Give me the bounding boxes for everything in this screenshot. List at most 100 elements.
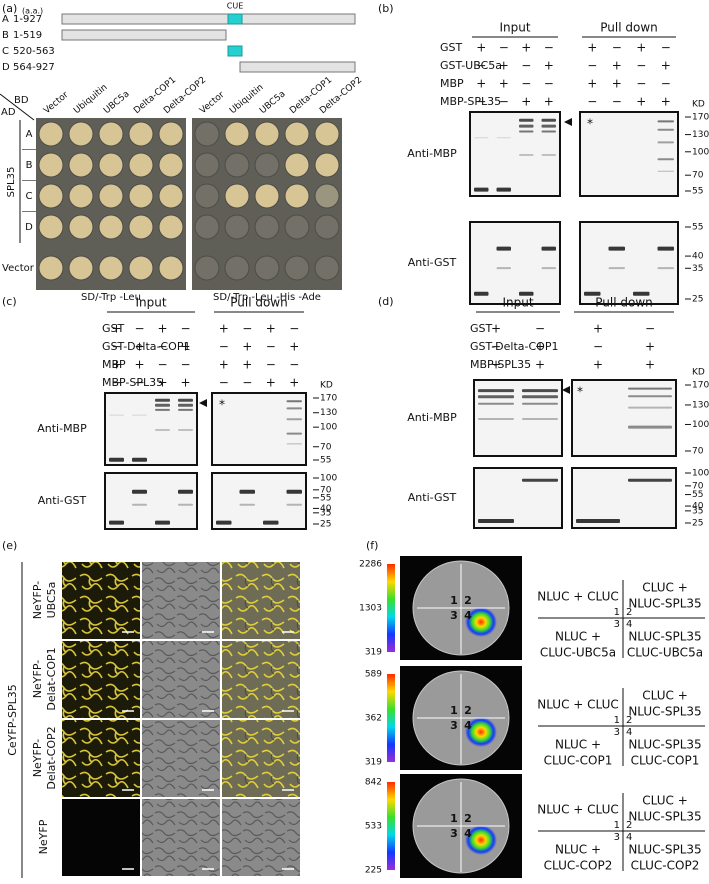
band [541,130,556,133]
quadrant-number: 2 [626,820,632,831]
sign: − [242,322,252,336]
yeast-spot [158,183,184,209]
sign: + [219,322,229,336]
micrograph [142,562,220,639]
quadrant-number: 4 [626,727,632,738]
yeast-spot [158,152,184,178]
scale-label: 533 [365,822,382,832]
marker-label: 70 [320,442,332,452]
micrograph [62,720,140,797]
group-header: Input [499,21,530,35]
band [657,128,674,131]
quadrant-number: 2 [464,704,472,717]
band [474,187,489,192]
antibody-label: Anti-MBP [407,147,457,160]
yeast-spot [98,121,124,147]
panel-label: (c) [2,295,17,308]
row-label: Delat-COP1 [45,647,58,710]
sign: + [645,358,655,372]
band [286,443,302,445]
band [132,457,147,462]
sign: − [521,77,531,91]
blot [469,221,561,305]
yeast-spot [314,152,340,178]
row-label: GST [440,41,463,54]
blot [211,472,307,530]
band [478,389,514,393]
cell-text: NLUC + [555,738,601,752]
yeast-spot [224,121,250,147]
quadrant-number: 4 [464,719,472,732]
scale-label: 2286 [359,560,382,570]
sign: + [266,322,276,336]
row-label: NeYFP- [31,581,44,619]
yeast-spot [158,121,184,147]
yeast-spot [98,183,124,209]
group-header: Input [502,296,533,310]
quadrant-number: 2 [626,715,632,726]
quadrant-number: 1 [614,607,620,618]
yeast-spot [254,121,280,147]
scale-label: 319 [365,648,382,658]
blot [473,467,563,529]
sign: − [645,322,655,336]
sign: − [499,95,509,109]
construct-id: D [2,62,10,73]
yeast-spot [68,121,94,147]
sign: − [111,376,121,390]
band [109,414,124,416]
star: * [587,117,593,131]
micrograph [142,720,220,797]
marker-label: 130 [692,130,709,140]
quadrant-number: 3 [614,727,620,738]
quadrant-number: 3 [450,609,458,622]
sign: − [289,358,299,372]
band [155,398,170,402]
marker-label: 100 [692,147,709,157]
band [478,402,514,405]
column-label: UBC5a [258,89,288,116]
quadrant-number: 3 [614,619,620,630]
band [474,137,489,139]
band [519,291,534,296]
row-label: Vector [2,263,35,274]
sign: − [593,340,603,354]
blot [571,379,677,457]
sign: + [612,59,622,73]
sign: − [111,340,121,354]
luminescence [465,607,497,637]
cell-text: CLUC-UBC5a [627,646,703,660]
antibody-label: Anti-GST [408,256,457,269]
band [132,414,147,416]
yeast-spot [284,183,310,209]
sign: − [134,322,144,336]
sign: − [661,41,671,55]
quadrant-number: 1 [450,594,458,607]
band [109,520,124,525]
sign: + [636,95,646,109]
band [522,478,558,482]
sign: + [587,41,597,55]
construct-bar [239,61,356,73]
blot [579,221,679,305]
yeast-spot [194,183,220,209]
group-header: Input [135,296,166,310]
yeast-spot [194,121,220,147]
sign: + [645,340,655,354]
marker-label: 70 [692,447,704,457]
band [628,387,672,390]
marker-label: 130 [692,400,709,410]
yeast-spot [158,214,184,240]
yeast-spot [68,255,94,281]
band [657,246,674,251]
sign: + [587,77,597,91]
yeast-spot [68,214,94,240]
quadrant-number: 4 [464,609,472,622]
yeast-spot [284,214,310,240]
star: * [219,398,225,412]
group-header: Pull down [600,21,658,35]
sign: + [476,77,486,91]
sign: + [266,376,276,390]
band [608,267,625,270]
band [522,418,558,420]
